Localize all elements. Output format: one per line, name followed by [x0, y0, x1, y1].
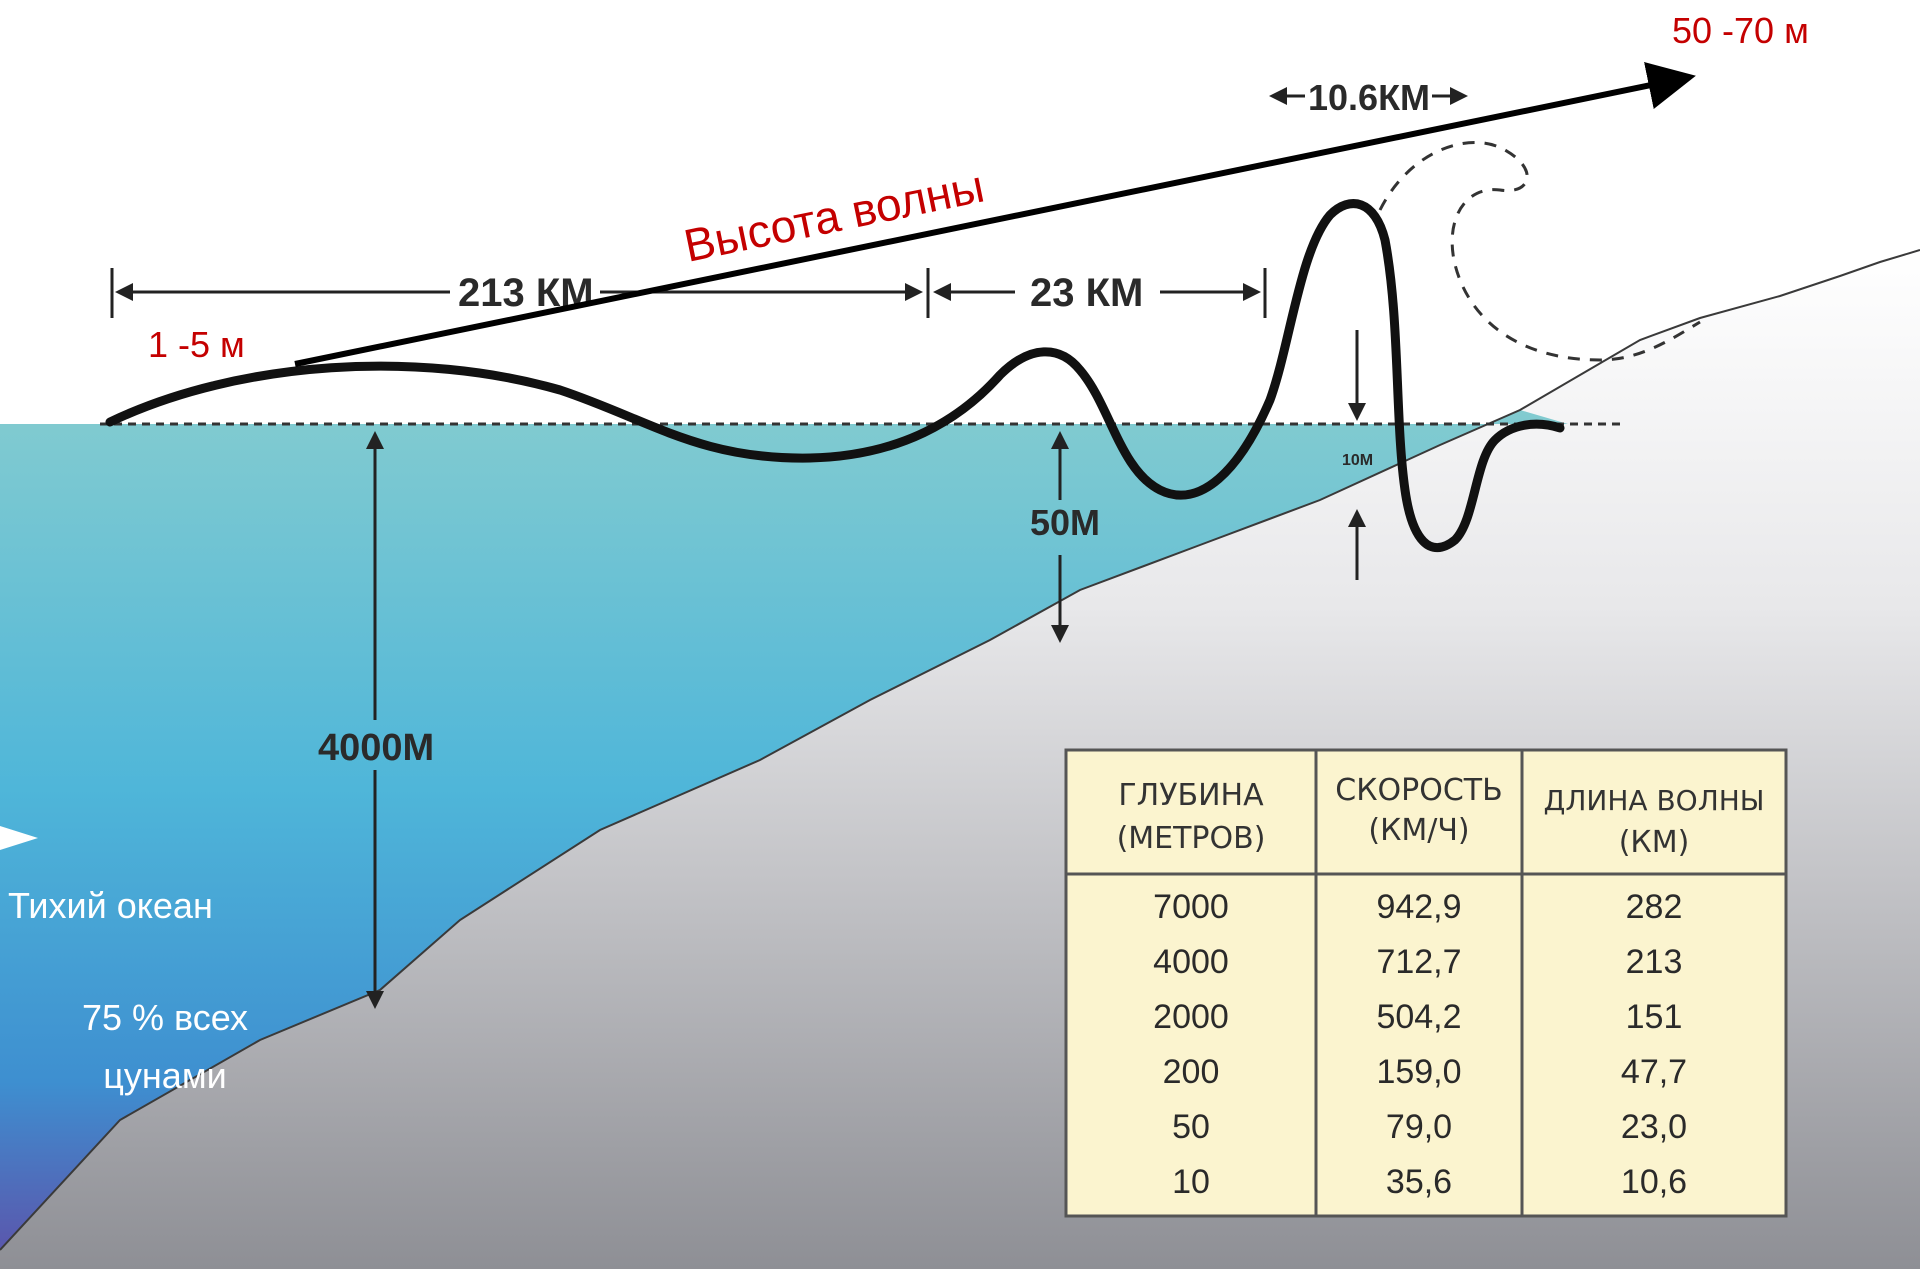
table-cell: 159,0 [1376, 1053, 1461, 1091]
height-end-label: 50 -70 м [1672, 10, 1809, 51]
table-cell: 50 [1172, 1108, 1210, 1146]
tsunami-wave [105, 199, 1565, 553]
table-cell: 2000 [1153, 998, 1229, 1036]
table-cell: 10 [1172, 1163, 1210, 1201]
table-cell: 213 [1626, 943, 1683, 981]
ocean-water [0, 410, 1568, 1250]
breaking-wave-outline [1378, 141, 1701, 362]
th-speed-2: (КМ/Ч) [1368, 813, 1469, 848]
seabed-line [0, 249, 1920, 1251]
table-cell: 4000 [1153, 943, 1229, 981]
table-cell: 47,7 [1621, 1053, 1687, 1091]
table-cell: 712,7 [1376, 943, 1461, 981]
table-cell: 200 [1163, 1053, 1220, 1091]
ocean-name-label: Тихий океан [8, 885, 213, 926]
table-cell: 942,9 [1376, 888, 1461, 926]
table-cell: 23,0 [1621, 1108, 1687, 1146]
depth-10-label: 10М [1342, 452, 1373, 469]
depth-speed-table: ГЛУБИНА (МЕТРОВ) СКОРОСТЬ (КМ/Ч) ДЛИНА В… [1064, 748, 1788, 1218]
dim-10-6-label: 10.6КМ [1308, 77, 1430, 118]
table-cell: 10,6 [1621, 1163, 1687, 1201]
wave-height-arrow [294, 61, 1696, 367]
th-length-1: ДЛИНА ВОЛНЫ [1543, 784, 1764, 817]
depth-50-label: 50М [1030, 502, 1100, 543]
table-background [1064, 748, 1788, 1218]
table-body: 7000 942,9 282 4000 712,7 213 2000 504,2 151 200 1… [1153, 888, 1687, 1201]
height-start-label: 1 -5 м [148, 324, 245, 365]
table-cell: 35,6 [1386, 1163, 1452, 1201]
table-cell: 504,2 [1376, 998, 1461, 1036]
pointer-triangle [0, 826, 38, 850]
th-length-2: (КМ) [1619, 825, 1690, 860]
depth-4000-label: 4000М [318, 727, 434, 769]
th-depth-1: ГЛУБИНА [1118, 778, 1264, 813]
table-cell: 282 [1626, 888, 1683, 926]
dim-23-label: 23 КМ [1030, 271, 1143, 315]
table-cell: 7000 [1153, 888, 1229, 926]
th-depth-2: (МЕТРОВ) [1117, 821, 1266, 856]
share-line1: 75 % всех [82, 997, 248, 1038]
table-cell: 79,0 [1386, 1108, 1452, 1146]
share-line2: цунами [103, 1055, 226, 1096]
th-speed-1: СКОРОСТЬ [1335, 773, 1502, 808]
table-cell: 151 [1626, 998, 1683, 1036]
